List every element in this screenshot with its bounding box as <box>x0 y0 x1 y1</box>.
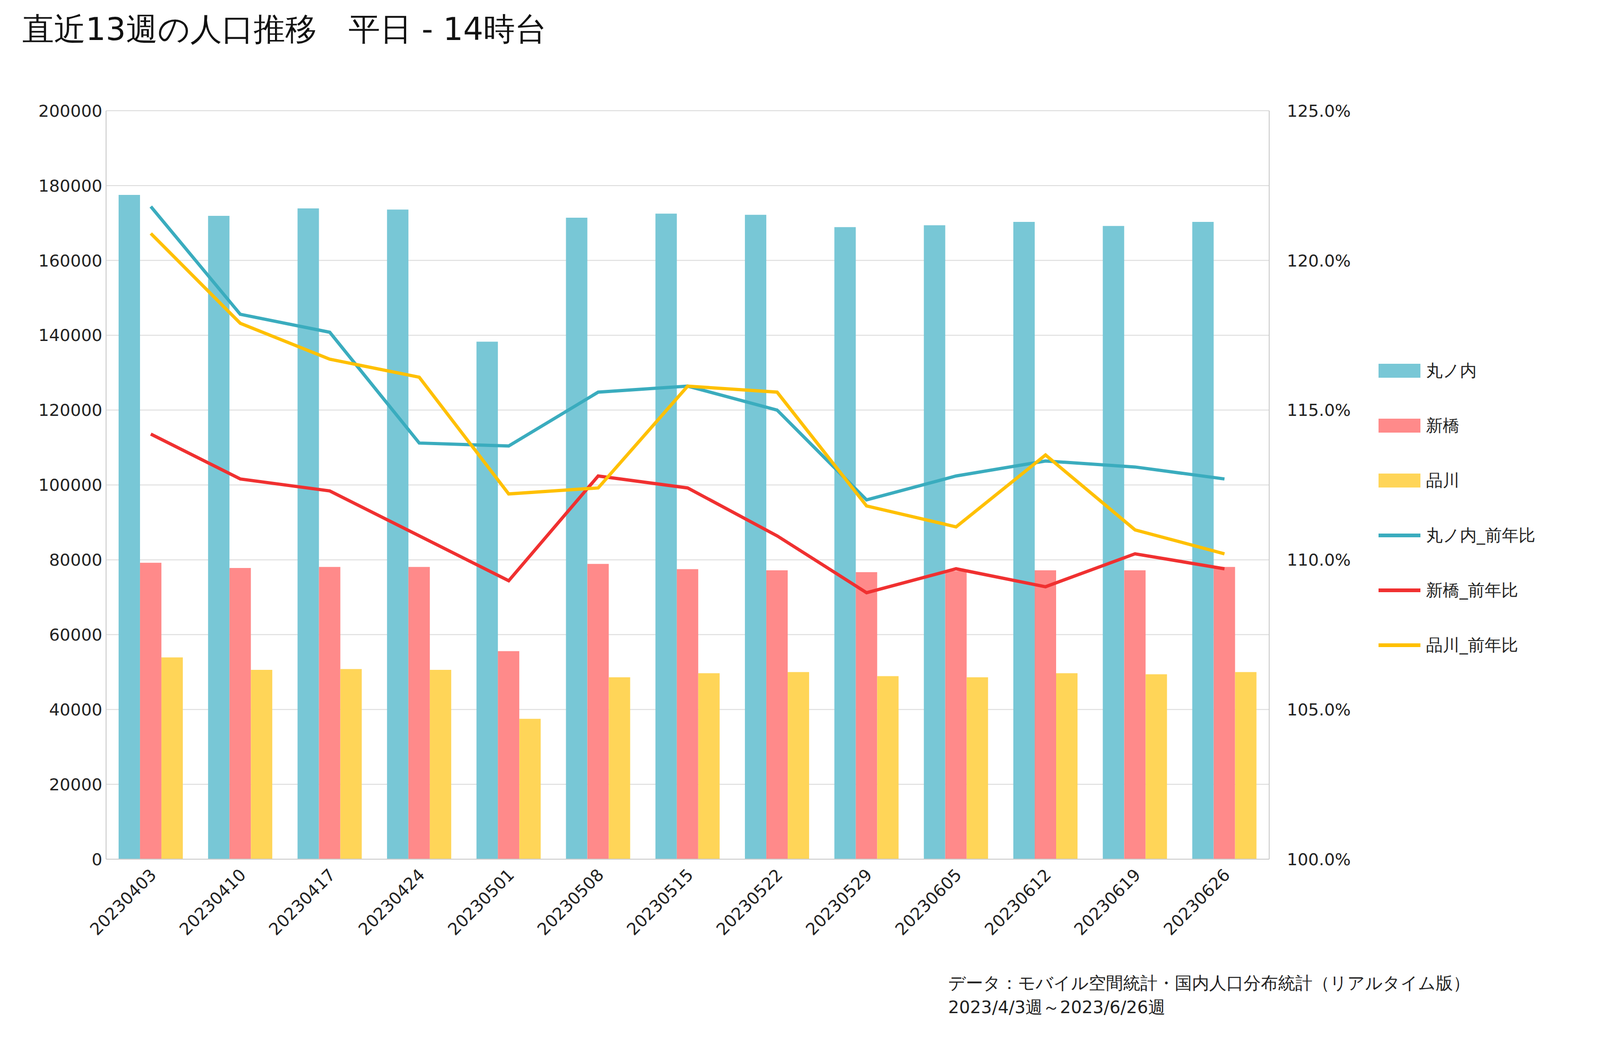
svg-text:20230515: 20230515 <box>622 865 697 940</box>
html-text:新橋: 新橋 <box>1425 415 1460 435</box>
svg-text:20230619: 20230619 <box>1070 865 1145 940</box>
svg-text:120.0%: 120.0% <box>1286 251 1351 271</box>
svg-text:20230612: 20230612 <box>980 865 1055 940</box>
html-text:品川_前年比: 品川_前年比 <box>1425 635 1519 655</box>
svg-text:60000: 60000 <box>48 625 103 645</box>
svg-text:140000: 140000 <box>38 325 103 345</box>
svg-text:180000: 180000 <box>38 176 103 196</box>
html-text:データ：モバイル空間統計・国内人口分布統計（リアルタイム版）: データ：モバイル空間統計・国内人口分布統計（リアルタイム版） <box>948 973 1471 994</box>
svg-text:120000: 120000 <box>38 400 103 420</box>
svg-text:105.0%: 105.0% <box>1286 700 1351 720</box>
svg-text:20230529: 20230529 <box>802 865 877 940</box>
svg-text:100.0%: 100.0% <box>1286 850 1351 870</box>
svg-text:20230605: 20230605 <box>891 865 966 940</box>
svg-text:110.0%: 110.0% <box>1286 550 1351 570</box>
svg-text:40000: 40000 <box>48 700 103 720</box>
svg-text:20230508: 20230508 <box>533 865 608 940</box>
svg-text:0: 0 <box>91 850 103 870</box>
html-text:丸ノ内: 丸ノ内 <box>1425 360 1477 380</box>
svg-text:200000: 200000 <box>38 101 103 121</box>
svg-text:160000: 160000 <box>38 251 103 271</box>
svg-text:20000: 20000 <box>48 775 103 795</box>
svg-text:100000: 100000 <box>38 475 103 495</box>
svg-text:20230501: 20230501 <box>444 865 519 940</box>
html-text:直近13週の人口推移 平日 - 14時台: 直近13週の人口推移 平日 - 14時台 <box>22 10 547 48</box>
svg-text:115.0%: 115.0% <box>1286 400 1351 420</box>
svg-text:20230424: 20230424 <box>354 865 429 940</box>
svg-text:20230410: 20230410 <box>175 865 250 940</box>
html-text:品川: 品川 <box>1425 470 1460 490</box>
html-text:2023/4/3週～2023/6/26週: 2023/4/3週～2023/6/26週 <box>948 997 1166 1018</box>
svg-text:20230417: 20230417 <box>265 865 340 940</box>
svg-text:20230522: 20230522 <box>712 865 787 940</box>
svg-text:20230626: 20230626 <box>1159 865 1234 940</box>
html-text:新橋_前年比: 新橋_前年比 <box>1425 580 1519 600</box>
html-text:丸ノ内_前年比: 丸ノ内_前年比 <box>1425 525 1536 545</box>
svg-text:80000: 80000 <box>48 550 103 570</box>
svg-text:20230403: 20230403 <box>86 865 161 940</box>
svg-text:125.0%: 125.0% <box>1286 101 1351 121</box>
